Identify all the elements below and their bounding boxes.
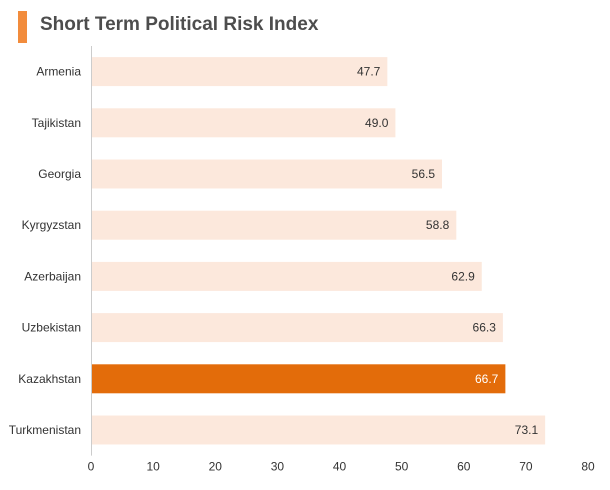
- x-tick-label-50: 50: [395, 460, 409, 474]
- bar-kyrgyzstan: [91, 210, 457, 240]
- x-tick-label-70: 70: [519, 460, 533, 474]
- category-label-uzbekistan: Uzbekistan: [22, 321, 81, 335]
- value-label-kyrgyzstan: 58.8: [426, 218, 450, 232]
- category-label-armenia: Armenia: [36, 65, 81, 79]
- bar-tajikistan: [91, 108, 396, 138]
- category-label-georgia: Georgia: [38, 167, 81, 181]
- value-label-georgia: 56.5: [412, 167, 436, 181]
- bar-uzbekistan: [91, 313, 503, 343]
- x-tick-label-40: 40: [333, 460, 347, 474]
- bar-kazakhstan: [91, 364, 506, 394]
- chart-title: Short Term Political Risk Index: [40, 14, 319, 35]
- bar-azerbaijan: [91, 261, 482, 291]
- bar-turkmenistan: [91, 415, 546, 445]
- x-tick-label-30: 30: [271, 460, 285, 474]
- category-label-azerbaijan: Azerbaijan: [24, 269, 81, 283]
- value-label-uzbekistan: 66.3: [473, 321, 497, 335]
- value-label-turkmenistan: 73.1: [515, 423, 539, 437]
- value-label-azerbaijan: 62.9: [451, 269, 475, 283]
- value-label-kazakhstan: 66.7: [475, 372, 499, 386]
- category-label-tajikistan: Tajikistan: [32, 116, 81, 130]
- value-label-armenia: 47.7: [357, 65, 381, 79]
- x-tick-label-0: 0: [88, 460, 95, 474]
- bar-georgia: [91, 159, 443, 189]
- category-label-kazakhstan: Kazakhstan: [18, 372, 81, 386]
- x-tick-label-80: 80: [581, 460, 595, 474]
- category-label-turkmenistan: Turkmenistan: [9, 423, 81, 437]
- x-tick-label-10: 10: [146, 460, 160, 474]
- title-accent-bar: [18, 11, 27, 43]
- value-label-tajikistan: 49.0: [365, 116, 389, 130]
- x-tick-label-60: 60: [457, 460, 471, 474]
- x-tick-label-20: 20: [209, 460, 223, 474]
- category-label-kyrgyzstan: Kyrgyzstan: [22, 218, 81, 232]
- bar-armenia: [91, 57, 388, 87]
